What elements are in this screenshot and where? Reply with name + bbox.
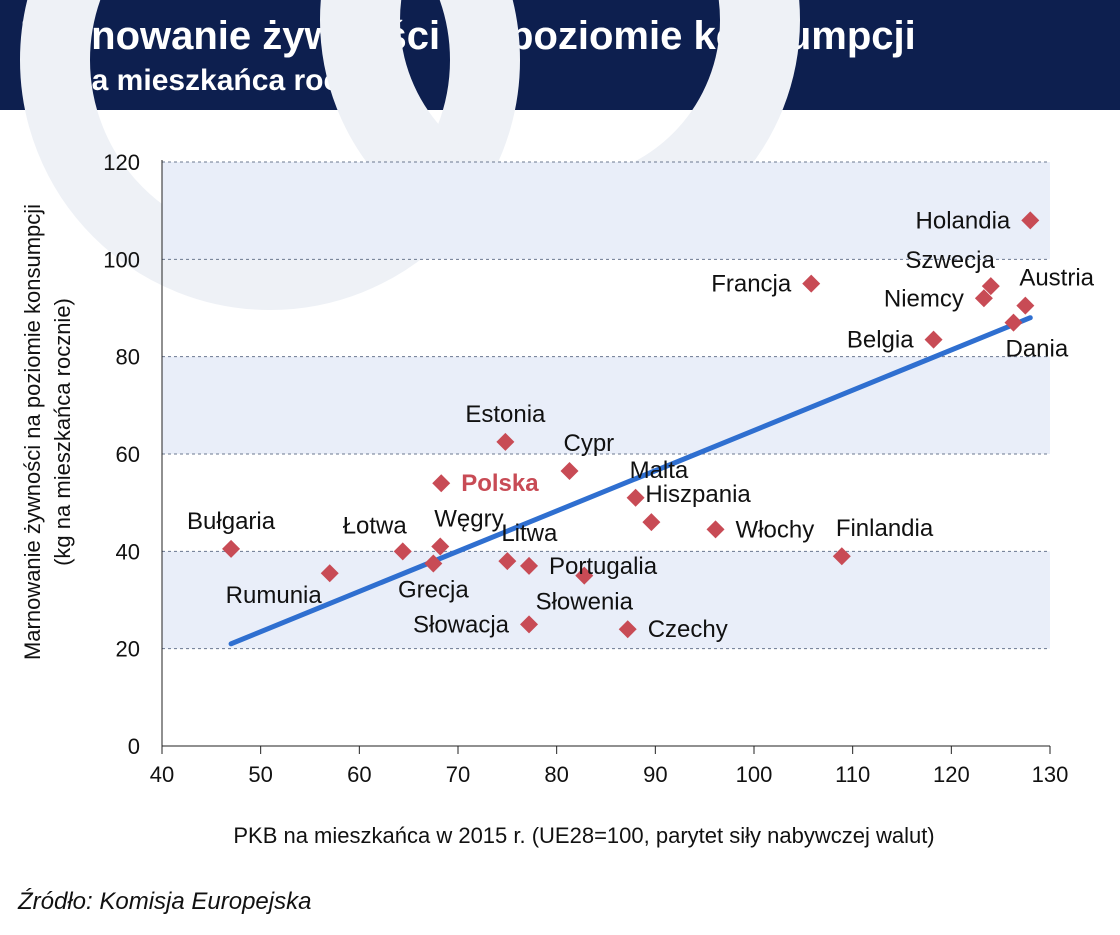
data-point xyxy=(1016,296,1035,315)
data-point xyxy=(520,556,539,575)
data-point xyxy=(431,537,450,556)
data-point xyxy=(424,554,443,573)
x-tick-label: 120 xyxy=(933,762,970,787)
background-bands xyxy=(162,162,1050,649)
point-label: Grecja xyxy=(398,577,469,604)
y-tick-label: 60 xyxy=(116,442,140,467)
point-label: Austria xyxy=(1019,265,1094,292)
point-label: Belgia xyxy=(847,327,914,354)
data-point xyxy=(393,542,412,561)
data-point xyxy=(575,566,594,585)
data-point xyxy=(320,564,339,583)
data-point xyxy=(222,539,241,558)
point-label: Słowenia xyxy=(536,589,634,616)
axes: 0 20 40 60 80 100 120 40 50 60 70 80 90 100 110 120 130 P… xyxy=(20,150,1068,848)
data-point xyxy=(924,330,943,349)
y-tick-label: 20 xyxy=(116,637,140,662)
y-axis-label-line: (kg na mieszkańca rocznie) xyxy=(50,298,75,566)
point-label: Rumunia xyxy=(226,582,323,609)
trendline-group xyxy=(228,315,1033,647)
y-tick-label: 0 xyxy=(128,734,140,759)
background-band xyxy=(162,162,1050,260)
point-label: Estonia xyxy=(465,401,546,428)
point-label: Portugalia xyxy=(549,553,658,580)
data-point xyxy=(981,277,1000,296)
x-tick-label: 110 xyxy=(835,762,870,787)
point-label: Litwa xyxy=(501,520,558,547)
background-band xyxy=(162,551,1050,649)
x-tick-label: 60 xyxy=(347,762,371,787)
data-point xyxy=(560,462,579,481)
data-point xyxy=(626,488,645,507)
point-label: Malta xyxy=(630,457,689,484)
watermark-ring xyxy=(20,0,520,310)
y-tick-label: 80 xyxy=(116,345,140,370)
point-label: Hiszpania xyxy=(645,481,751,508)
point-label: Cypr xyxy=(563,430,614,457)
data-point xyxy=(432,474,451,493)
point-label: Węgry xyxy=(434,505,503,532)
x-tick-label: 130 xyxy=(1032,762,1069,787)
data-point xyxy=(496,432,515,451)
point-label: Dania xyxy=(1005,336,1068,363)
point-label: Włochy xyxy=(736,516,815,543)
y-tick-label: 120 xyxy=(103,150,140,175)
grid-lines xyxy=(162,161,1050,650)
data-point xyxy=(618,620,637,639)
point-label: Słowacja xyxy=(413,611,510,638)
data-point xyxy=(802,274,821,293)
y-tick-label: 100 xyxy=(103,247,140,272)
x-tick-label: 80 xyxy=(544,762,568,787)
source-note: Źródło: Komisja Europejska xyxy=(18,888,312,915)
x-tick-label: 90 xyxy=(643,762,667,787)
data-point xyxy=(498,552,517,571)
point-label: Łotwa xyxy=(343,512,408,539)
background-band xyxy=(162,356,1050,454)
data-point xyxy=(1021,211,1040,230)
x-axis-label: PKB na mieszkańca w 2015 r. (UE28=100, p… xyxy=(233,823,934,848)
data-point xyxy=(642,513,661,532)
y-tick-label: 40 xyxy=(116,539,140,564)
y-axis-label-line: Marnowanie żywności na poziomie konsumpc… xyxy=(20,204,45,660)
y-axis-label: Marnowanie żywności na poziomie konsumpc… xyxy=(20,204,75,660)
point-label: Czechy xyxy=(648,616,728,643)
x-tick-label: 70 xyxy=(446,762,470,787)
point-label: Holandia xyxy=(916,207,1011,234)
data-point xyxy=(706,520,725,539)
trendline xyxy=(228,315,1033,647)
point-label: Finlandia xyxy=(836,515,934,542)
x-tick-label: 100 xyxy=(736,762,773,787)
point-label: Polska xyxy=(461,470,539,497)
data-point xyxy=(974,289,993,308)
data-point xyxy=(832,547,851,566)
x-tick-label: 50 xyxy=(248,762,272,787)
data-points xyxy=(222,211,1040,639)
point-label: Niemcy xyxy=(884,285,964,312)
data-point xyxy=(1004,313,1023,332)
x-tick-label: 40 xyxy=(150,762,174,787)
point-label: Bułgaria xyxy=(187,508,276,535)
point-labels: Holandia Szwecja Austria Niemcy Francja Belgi… xyxy=(187,207,1095,643)
point-label: Szwecja xyxy=(905,247,995,274)
data-point xyxy=(520,615,539,634)
point-label: Francja xyxy=(711,271,792,298)
